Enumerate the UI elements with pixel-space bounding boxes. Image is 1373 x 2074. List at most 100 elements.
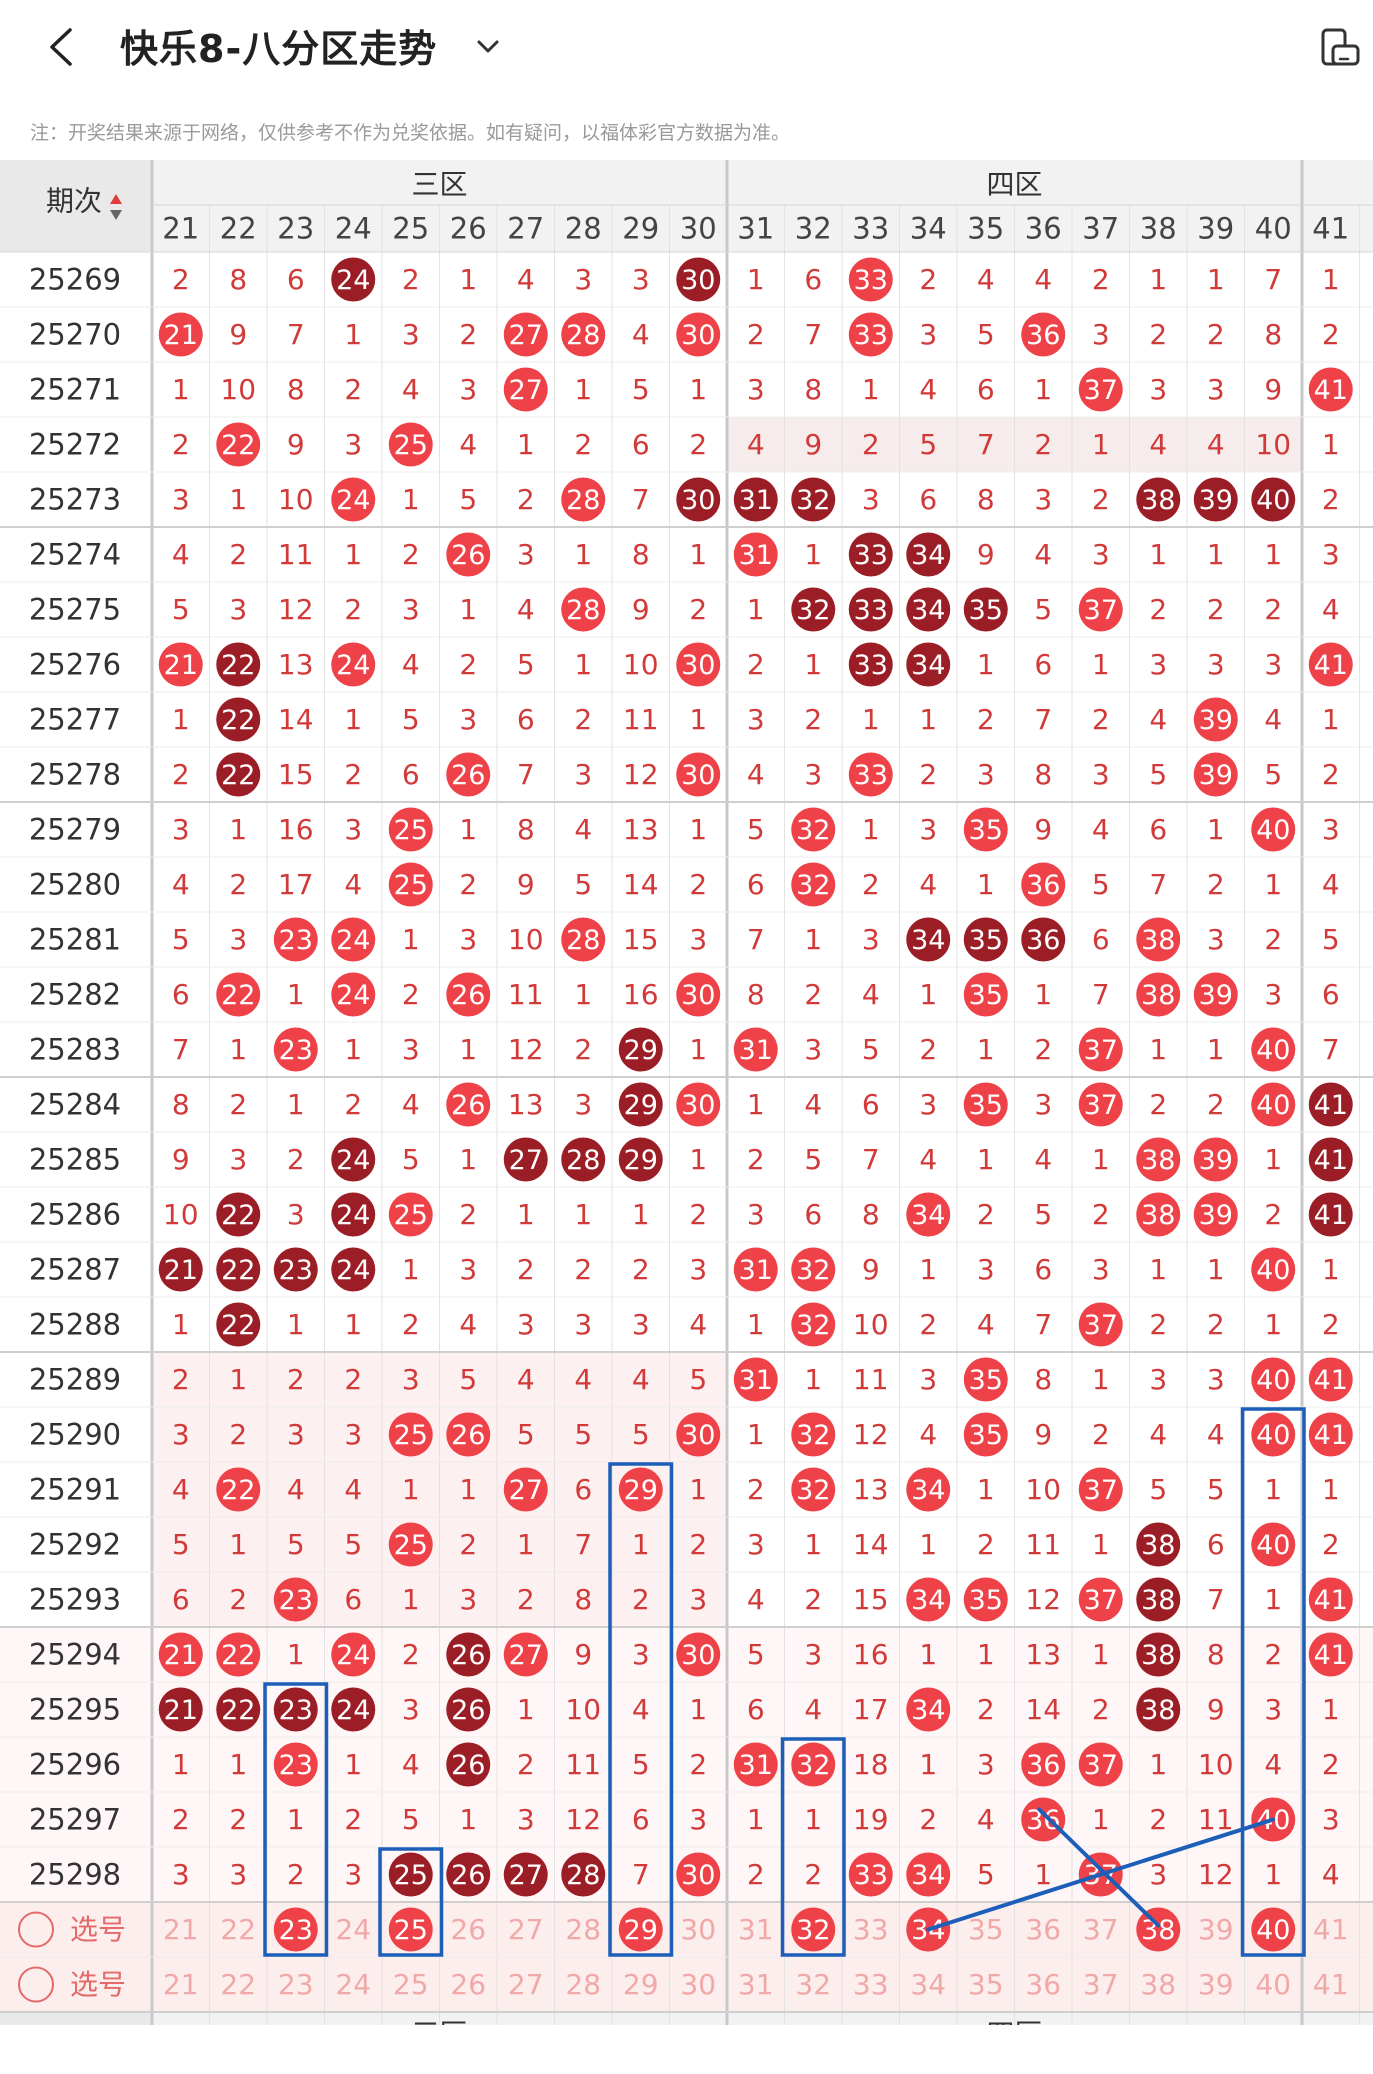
select-number-25[interactable]: 25: [393, 1968, 429, 2001]
hit-number-34: 34: [911, 1695, 945, 1726]
selected-number-32[interactable]: 32: [796, 1915, 830, 1946]
period-header[interactable]: 期次: [46, 185, 102, 218]
select-label[interactable]: 选号: [70, 1968, 126, 2001]
select-number-24[interactable]: 24: [335, 1913, 371, 1946]
bottom-left-cell: [0, 2012, 152, 2025]
hit-number-31: 31: [739, 1750, 773, 1781]
miss-count: 5: [402, 1143, 420, 1176]
select-number-24[interactable]: 24: [335, 1968, 371, 2001]
select-number-31[interactable]: 31: [738, 1968, 774, 2001]
miss-count: 13: [623, 813, 659, 846]
select-number-33[interactable]: 33: [853, 1913, 889, 1946]
miss-count: 14: [1025, 1693, 1061, 1726]
select-number-28[interactable]: 28: [565, 1913, 601, 1946]
miss-count: 1: [977, 1473, 995, 1506]
miss-count: 13: [853, 1473, 889, 1506]
hit-number-24: 24: [336, 265, 370, 296]
miss-count: 1: [632, 1198, 650, 1231]
miss-count: 6: [1207, 1528, 1225, 1561]
selected-number-38[interactable]: 38: [1141, 1915, 1175, 1946]
screen-rotate-button[interactable]: [1318, 26, 1362, 70]
hit-ball: [791, 1302, 836, 1347]
hit-number-32: 32: [796, 485, 830, 516]
miss-count: 9: [804, 428, 822, 461]
select-number-27[interactable]: 27: [508, 1913, 544, 1946]
hit-number-37: 37: [1084, 1475, 1118, 1506]
hit-number-30: 30: [681, 650, 715, 681]
select-number-38[interactable]: 38: [1140, 1968, 1176, 2001]
select-number-26[interactable]: 26: [450, 1968, 486, 2001]
sort-down-icon[interactable]: [110, 210, 122, 220]
select-number-30[interactable]: 30: [680, 1968, 716, 2001]
miss-count: 4: [287, 1473, 305, 1506]
select-number-36[interactable]: 36: [1025, 1913, 1061, 1946]
miss-count: 2: [1034, 1033, 1052, 1066]
selected-ball[interactable]: [273, 1907, 318, 1952]
select-number-31[interactable]: 31: [738, 1913, 774, 1946]
hit-number-36: 36: [1026, 320, 1060, 351]
select-number-21[interactable]: 21: [163, 1968, 199, 2001]
select-number-34[interactable]: 34: [910, 1968, 946, 2001]
selected-ball[interactable]: [791, 1907, 836, 1952]
miss-count: 6: [344, 1583, 362, 1616]
select-number-32[interactable]: 32: [795, 1968, 831, 2001]
select-number-37[interactable]: 37: [1083, 1968, 1119, 2001]
select-number-29[interactable]: 29: [623, 1968, 659, 2001]
select-number-40[interactable]: 40: [1255, 1968, 1291, 2001]
select-number-37[interactable]: 37: [1083, 1913, 1119, 1946]
selected-number-25[interactable]: 25: [394, 1915, 428, 1946]
selected-number-23[interactable]: 23: [279, 1915, 313, 1946]
miss-count: 4: [574, 813, 592, 846]
select-number-33[interactable]: 33: [853, 1968, 889, 2001]
select-number-41[interactable]: 41: [1313, 1968, 1349, 2001]
hit-ball: [791, 807, 836, 852]
miss-count: 8: [574, 1583, 592, 1616]
selected-ball[interactable]: [1251, 1907, 1296, 1952]
select-number-22[interactable]: 22: [220, 1913, 256, 1946]
hit-ball: [446, 1687, 491, 1732]
select-number-39[interactable]: 39: [1198, 1968, 1234, 2001]
back-button[interactable]: [38, 22, 88, 72]
select-radio[interactable]: [18, 1911, 54, 1948]
hit-ball: [733, 1247, 778, 1292]
select-radio[interactable]: [18, 1966, 54, 2003]
miss-count: 7: [804, 318, 822, 351]
hit-number-21: 21: [164, 320, 198, 351]
select-number-28[interactable]: 28: [565, 1968, 601, 2001]
miss-count: 4: [1034, 263, 1052, 296]
select-number-27[interactable]: 27: [508, 1968, 544, 2001]
select-number-26[interactable]: 26: [450, 1913, 486, 1946]
select-label[interactable]: 选号: [70, 1913, 126, 1946]
hit-number-34: 34: [911, 650, 945, 681]
miss-count: 5: [287, 1528, 305, 1561]
miss-count: 3: [229, 593, 247, 626]
miss-count: 1: [862, 703, 880, 736]
period-25289: 25289: [29, 1363, 121, 1397]
hit-ball: [906, 1852, 951, 1897]
miss-count: 3: [517, 1803, 535, 1836]
sort-up-icon[interactable]: [110, 194, 122, 204]
selected-ball[interactable]: [1136, 1907, 1181, 1952]
select-number-22[interactable]: 22: [220, 1968, 256, 2001]
hit-ball: [1251, 1522, 1296, 1567]
hit-ball: [273, 1687, 318, 1732]
miss-count: 1: [459, 263, 477, 296]
miss-count: 7: [747, 923, 765, 956]
select-number-23[interactable]: 23: [278, 1968, 314, 2001]
title-dropdown-button[interactable]: [470, 28, 506, 64]
select-number-35[interactable]: 35: [968, 1913, 1004, 1946]
selected-number-40[interactable]: 40: [1256, 1915, 1290, 1946]
hit-ball: [906, 1687, 951, 1732]
select-number-30[interactable]: 30: [680, 1913, 716, 1946]
hit-ball: [1308, 1082, 1353, 1127]
selected-ball[interactable]: [388, 1907, 433, 1952]
select-number-41[interactable]: 41: [1313, 1913, 1349, 1946]
selected-ball[interactable]: [618, 1907, 663, 1952]
select-number-36[interactable]: 36: [1025, 1968, 1061, 2001]
select-number-21[interactable]: 21: [163, 1913, 199, 1946]
hit-number-33: 33: [854, 1860, 888, 1891]
select-number-39[interactable]: 39: [1198, 1913, 1234, 1946]
selected-number-29[interactable]: 29: [624, 1915, 658, 1946]
hit-ball: [1308, 1192, 1353, 1237]
select-number-35[interactable]: 35: [968, 1968, 1004, 2001]
